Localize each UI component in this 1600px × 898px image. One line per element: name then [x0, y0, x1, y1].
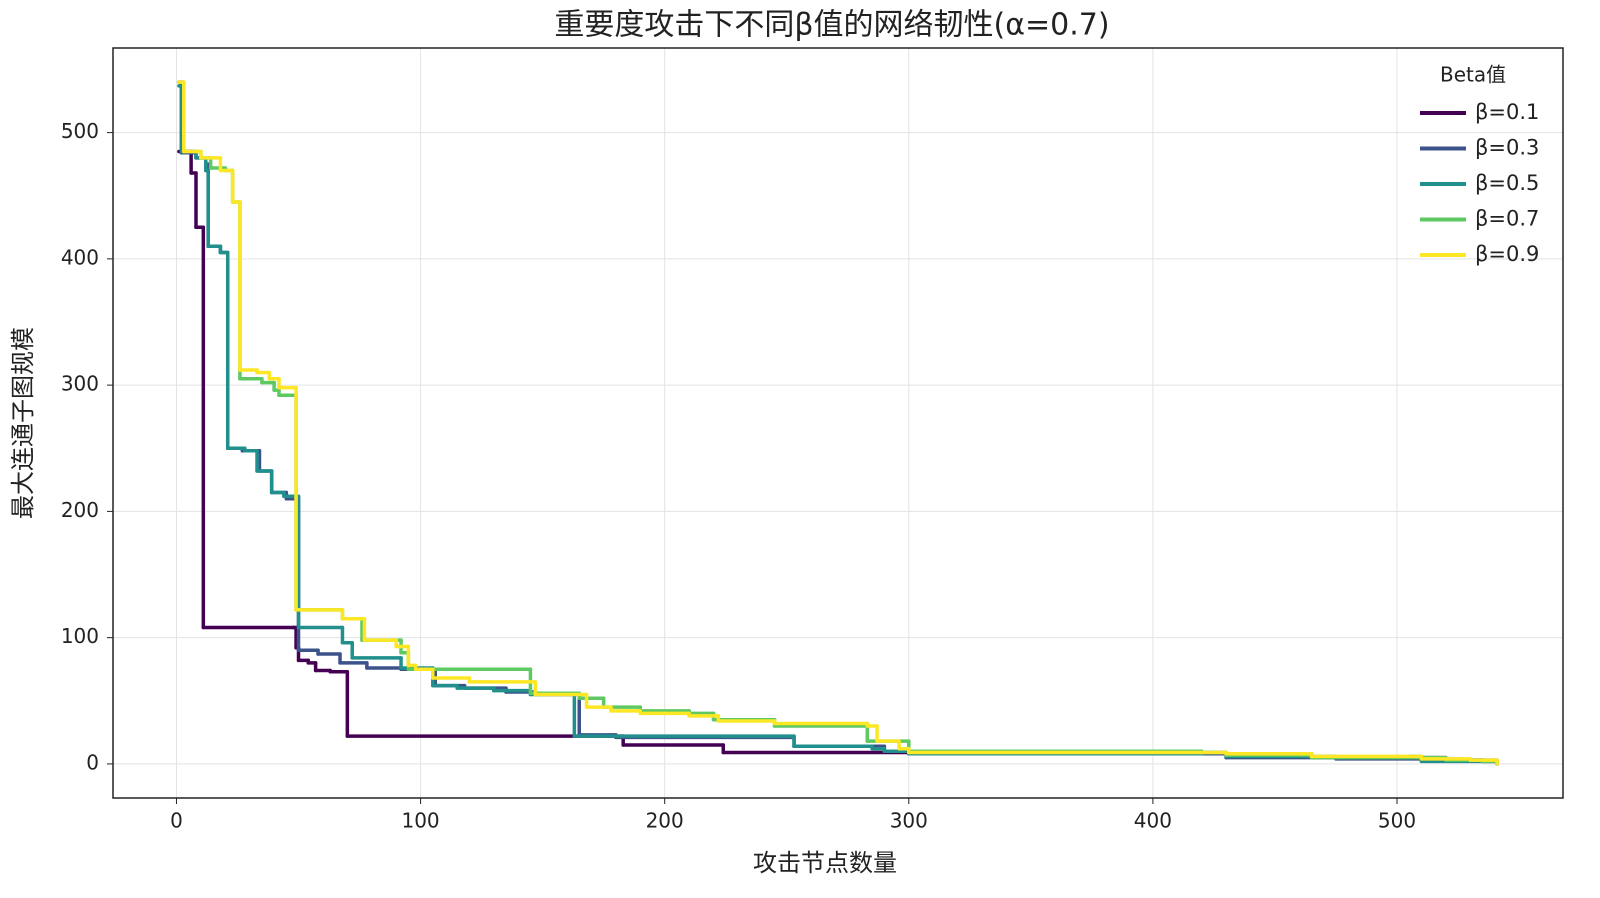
- y-tick-label: 400: [61, 245, 99, 269]
- y-axis-title: 最大连通子图规模: [9, 327, 37, 519]
- y-tick-label: 100: [61, 624, 99, 648]
- x-tick-label: 200: [646, 809, 684, 833]
- y-tick-label: 500: [61, 119, 99, 143]
- legend-title: Beta值: [1440, 63, 1506, 87]
- y-tick-label: 0: [86, 750, 99, 774]
- x-tick-label: 400: [1134, 809, 1172, 833]
- y-tick-label: 300: [61, 372, 99, 396]
- x-tick-label: 0: [170, 809, 183, 833]
- legend-label: β=0.7: [1475, 207, 1539, 231]
- y-tick-label: 200: [61, 498, 99, 522]
- legend-label: β=0.3: [1475, 136, 1539, 160]
- legend-label: β=0.9: [1475, 242, 1539, 266]
- chart-title: 重要度攻击下不同β值的网络韧性(α=0.7): [554, 8, 1109, 43]
- legend-label: β=0.1: [1475, 100, 1539, 124]
- plot-border: [112, 47, 1564, 799]
- legend-label: β=0.5: [1475, 171, 1539, 195]
- x-tick-label: 100: [401, 809, 439, 833]
- x-axis-title: 攻击节点数量: [753, 849, 897, 877]
- x-tick-label: 500: [1378, 809, 1416, 833]
- x-tick-label: 300: [890, 809, 928, 833]
